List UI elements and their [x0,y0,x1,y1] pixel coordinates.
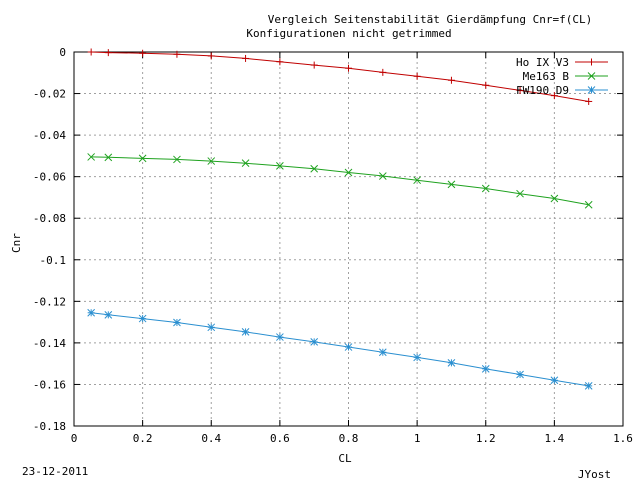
data-point-me163-b [241,159,250,168]
footer-author: JYost [578,468,611,480]
data-point-ho-ix-v3 [482,81,490,89]
data-point-me163-b [413,176,421,185]
data-point-me163-b [276,162,284,170]
legend-label-fw190-d9: FW190 D9 [516,84,569,97]
y-tick-label: -0.18 [33,420,66,433]
y-tick-label: -0.14 [33,337,66,350]
data-point-fw190-d9 [447,358,456,367]
data-point-me163-b [447,180,456,189]
data-point-fw190-d9 [173,318,181,327]
legend-marker-fw190-d9 [587,86,596,94]
legend-marker-ho-ix-v3 [588,58,595,66]
data-point-fw190-d9 [378,348,387,357]
data-point-me163-b [344,168,353,177]
data-point-me163-b [378,172,387,180]
data-point-ho-ix-v3 [173,50,181,58]
x-tick-label: 1.6 [613,432,633,445]
x-tick-label: 0.4 [201,432,221,445]
x-tick-label: 1.4 [544,432,564,445]
x-tick-label: 1 [414,432,421,445]
y-tick-label: -0.16 [33,378,66,391]
y-tick-label: -0.1 [40,254,67,267]
data-point-ho-ix-v3 [379,68,387,76]
data-point-ho-ix-v3 [585,97,593,105]
tick-layer: 0 0.2 0.4 0.6 0.8 1 1.2 1.4 1.6 0 -0.02 -0.04 -0.06 -… [33,46,633,445]
data-point-ho-ix-v3 [516,86,524,94]
data-point-ho-ix-v3 [413,72,421,80]
data-point-ho-ix-v3 [276,58,284,66]
data-point-fw190-d9 [310,337,319,346]
data-point-me163-b [481,184,490,193]
y-axis-label: Cnr [10,233,23,253]
data-point-fw190-d9 [550,376,559,385]
data-point-me163-b [87,153,96,161]
data-point-me163-b [104,153,113,162]
data-point-me163-b [173,155,181,164]
data-point-ho-ix-v3 [139,49,147,57]
data-point-me163-b [138,154,147,163]
data-point-ho-ix-v3 [104,49,112,57]
x-tick-label: 0.2 [133,432,153,445]
data-point-me163-b [584,200,593,209]
y-tick-label: 0 [59,46,66,59]
data-point-fw190-d9 [104,310,113,319]
data-point-me163-b [310,164,319,173]
data-point-ho-ix-v3 [207,52,215,60]
data-point-ho-ix-v3 [242,54,250,62]
data-point-fw190-d9 [584,382,593,390]
data-point-ho-ix-v3 [310,61,318,69]
data-point-fw190-d9 [413,353,421,362]
chart-subtitle: Konfigurationen nicht getrimmed [246,27,451,40]
legend-marker-me163-b [587,72,596,80]
data-point-fw190-d9 [276,333,284,341]
legend-label-ho-ix-v3: Ho IX V3 [516,56,569,69]
y-tick-label: -0.08 [33,212,66,225]
y-tick-label: -0.02 [33,88,66,101]
data-point-fw190-d9 [138,314,147,323]
data-point-fw190-d9 [516,370,524,379]
series-line-fw190-d9 [91,312,589,387]
x-tick-label: 1.2 [476,432,496,445]
x-tick-label: 0.6 [270,432,290,445]
data-point-ho-ix-v3 [550,92,558,100]
data-point-fw190-d9 [241,328,250,336]
data-point-ho-ix-v3 [345,64,352,72]
data-point-me163-b [207,157,216,165]
data-point-ho-ix-v3 [87,48,95,56]
data-point-me163-b [516,189,524,198]
data-point-me163-b [550,194,559,203]
data-point-fw190-d9 [344,343,353,351]
x-tick-label: 0.8 [339,432,359,445]
x-tick-label: 0 [71,432,78,445]
y-tick-label: -0.12 [33,295,66,308]
series-layer [87,48,593,390]
chart-title: Vergleich Seitenstabilität Gierdämpfung … [268,13,593,26]
data-point-ho-ix-v3 [447,76,455,84]
series-line-ho-ix-v3 [91,51,589,102]
footer-date: 23-12-2011 [22,465,88,478]
legend-label-me163-b: Me163 B [523,70,570,83]
data-point-fw190-d9 [87,308,96,317]
data-point-fw190-d9 [481,365,490,373]
grid-layer [74,52,623,426]
series-line-me163-b [91,156,589,206]
data-point-fw190-d9 [207,323,216,332]
y-tick-label: -0.04 [33,129,66,142]
x-axis-label: CL [338,452,352,465]
y-tick-label: -0.06 [33,171,66,184]
